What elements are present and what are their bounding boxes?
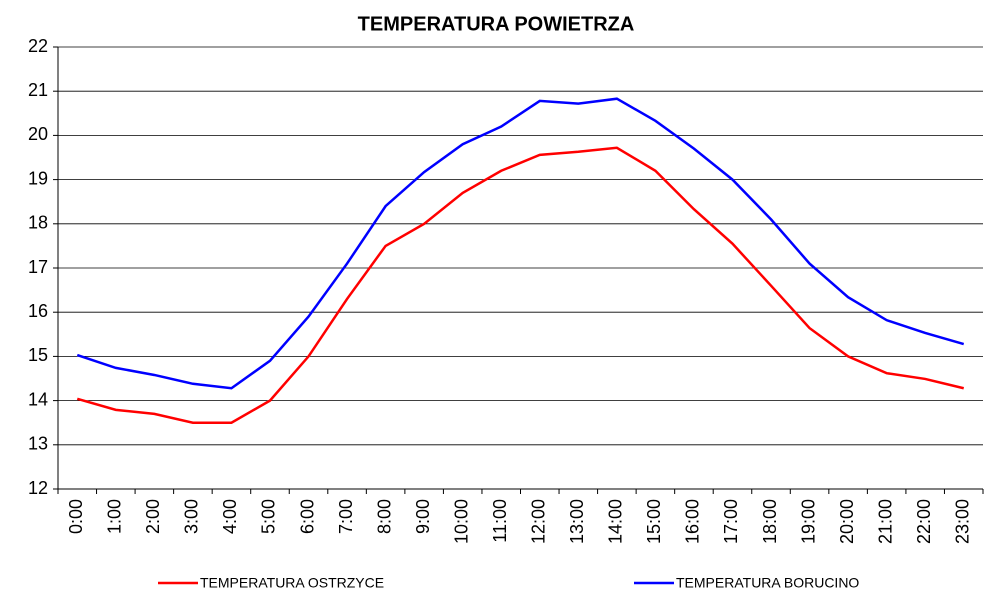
x-tick-label: 9:00: [413, 499, 433, 534]
y-tick-label: 13: [28, 434, 48, 454]
x-tick-label: 0:00: [66, 499, 86, 534]
x-tick-label: 17:00: [721, 499, 741, 544]
y-tick-label: 14: [28, 389, 48, 409]
x-tick-label: 1:00: [105, 499, 125, 534]
x-tick-label: 8:00: [374, 499, 394, 534]
x-tick-label: 7:00: [336, 499, 356, 534]
series-line: [76, 146, 965, 424]
x-tick-label: 23:00: [952, 499, 972, 544]
chart-title: TEMPERATURA POWIETRZA: [358, 13, 635, 35]
y-tick-label: 18: [28, 213, 48, 233]
x-tick-label: 18:00: [760, 499, 780, 544]
y-tick-label: 20: [28, 124, 48, 144]
x-tick-label: 21:00: [875, 499, 895, 544]
y-tick-label: 12: [28, 478, 48, 498]
y-tick-label: 22: [28, 36, 48, 56]
y-tick-label: 16: [28, 301, 48, 321]
legend-label: TEMPERATURA BORUCINO: [676, 575, 859, 591]
x-tick-label: 4:00: [220, 499, 240, 534]
y-tick-label: 17: [28, 257, 48, 277]
x-tick-label: 15:00: [644, 499, 664, 544]
x-tick-label: 16:00: [683, 499, 703, 544]
series-line: [76, 97, 965, 390]
x-tick-label: 22:00: [914, 499, 934, 544]
y-tick-label: 15: [28, 345, 48, 365]
y-tick-label: 21: [28, 80, 48, 100]
x-tick-label: 3:00: [182, 499, 202, 534]
x-tick-label: 20:00: [837, 499, 857, 544]
y-tick-label: 19: [28, 168, 48, 188]
legend-label: TEMPERATURA OSTRZYCE: [200, 575, 384, 591]
x-tick-label: 14:00: [606, 499, 626, 544]
x-tick-label: 19:00: [798, 499, 818, 544]
x-tick-label: 12:00: [529, 499, 549, 544]
x-tick-label: 11:00: [490, 499, 510, 543]
x-tick-label: 2:00: [143, 499, 163, 534]
x-tick-label: 10:00: [451, 499, 471, 544]
x-tick-label: 13:00: [567, 499, 587, 544]
x-tick-label: 6:00: [297, 499, 317, 534]
x-tick-label: 5:00: [259, 499, 279, 534]
